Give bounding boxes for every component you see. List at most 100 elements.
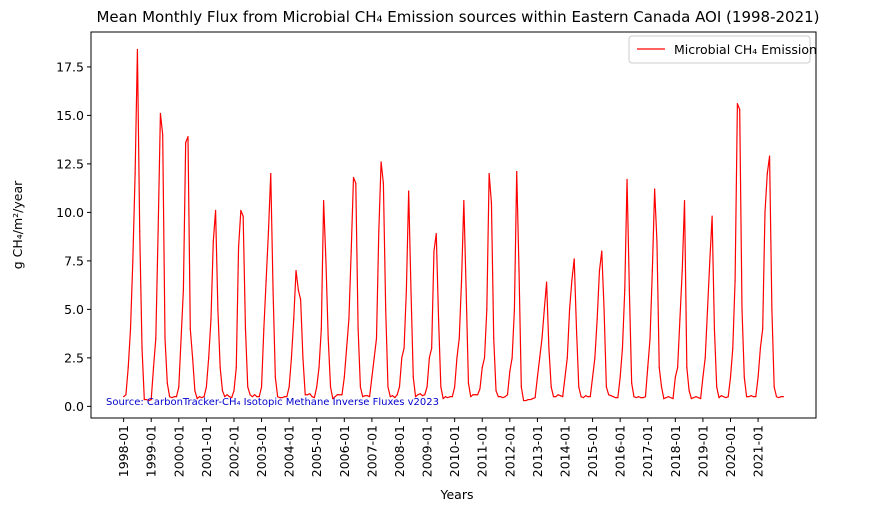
- data-point: [679, 318, 681, 320]
- data-point: [520, 386, 522, 388]
- x-tick-label: 2000-01: [171, 425, 186, 477]
- data-point: [695, 396, 697, 398]
- data-point: [378, 231, 380, 233]
- data-point: [311, 396, 313, 398]
- data-point: [513, 308, 516, 310]
- data-point: [394, 397, 396, 399]
- data-point: [697, 397, 699, 399]
- data-point: [693, 397, 695, 399]
- data-point: [490, 202, 493, 204]
- data-point: [129, 328, 132, 330]
- data-point: [309, 393, 311, 395]
- data-point: [771, 308, 773, 310]
- x-tick-label: 2015-01: [585, 425, 600, 477]
- data-point: [405, 289, 407, 291]
- data-point: [260, 386, 263, 388]
- data-point: [159, 112, 162, 115]
- y-tick-label: 5.0: [64, 302, 84, 317]
- data-point: [594, 357, 596, 359]
- data-point: [123, 396, 125, 398]
- data-point: [277, 396, 279, 398]
- data-point: [633, 396, 635, 398]
- data-point: [185, 141, 187, 144]
- data-point: [212, 240, 214, 243]
- data-point: [320, 328, 322, 330]
- data-point: [428, 357, 430, 359]
- data-point: [339, 394, 341, 396]
- data-point: [677, 366, 679, 369]
- y-tick-label: 12.5: [56, 156, 84, 171]
- data-point: [389, 396, 391, 398]
- data-point: [635, 397, 637, 399]
- data-point: [734, 279, 736, 281]
- data-point: [479, 388, 481, 390]
- data-point: [674, 376, 676, 378]
- data-point: [582, 397, 584, 399]
- data-point: [148, 399, 150, 402]
- data-point: [442, 398, 444, 400]
- data-point: [385, 308, 387, 310]
- data-point: [762, 328, 764, 330]
- data-point: [150, 398, 152, 401]
- data-point: [704, 357, 706, 359]
- data-point: [732, 347, 734, 349]
- data-point: [403, 347, 405, 349]
- data-point: [477, 394, 479, 396]
- data-point: [780, 396, 782, 398]
- data-point: [727, 396, 729, 398]
- data-point: [146, 398, 148, 401]
- data-point: [723, 396, 725, 398]
- data-point: [437, 318, 440, 320]
- y-axis: 0.0 2.5 5.0 7.5 10.0 12.5 15.0 17.5: [56, 59, 91, 414]
- data-point: [162, 134, 164, 136]
- data-point: [205, 386, 207, 388]
- data-point: [270, 173, 272, 175]
- data-point: [139, 231, 141, 233]
- legend: Microbial CH₄ Emission: [628, 35, 817, 64]
- data-point: [382, 182, 384, 184]
- data-point: [433, 250, 435, 252]
- data-point: [447, 397, 449, 399]
- data-point: [295, 269, 297, 272]
- data-point: [458, 337, 460, 340]
- data-point: [736, 103, 739, 105]
- data-point: [398, 386, 401, 388]
- data-point: [198, 396, 201, 398]
- data-point: [709, 260, 711, 262]
- data-point: [350, 250, 352, 252]
- data-point: [525, 399, 527, 402]
- data-point: [152, 366, 155, 369]
- data-point: [683, 200, 686, 202]
- data-point: [456, 357, 458, 359]
- data-point: [745, 396, 748, 398]
- data-point: [191, 357, 194, 359]
- data-point: [642, 397, 644, 399]
- data-point: [504, 396, 506, 398]
- data-point: [686, 366, 688, 369]
- data-point: [444, 396, 447, 398]
- data-point: [242, 215, 244, 217]
- data-point: [497, 396, 499, 398]
- data-point: [293, 318, 295, 320]
- data-point: [506, 394, 509, 396]
- data-point: [421, 395, 424, 397]
- data-point: [591, 376, 594, 378]
- data-point: [196, 398, 198, 400]
- data-point: [573, 258, 575, 260]
- data-point: [463, 200, 465, 202]
- data-point: [718, 397, 720, 399]
- data-point: [486, 308, 488, 310]
- data-point: [359, 386, 361, 388]
- data-point: [316, 386, 318, 388]
- legend-box: [628, 35, 811, 64]
- data-point: [408, 190, 410, 192]
- data-point: [208, 357, 210, 359]
- data-point: [256, 396, 258, 398]
- data-point: [688, 390, 690, 392]
- data-point: [628, 289, 630, 291]
- x-tick-label: 2011-01: [475, 425, 490, 477]
- data-point: [178, 386, 180, 388]
- data-point: [173, 396, 175, 398]
- x-tick-label: 2002-01: [226, 425, 241, 477]
- data-point: [713, 328, 716, 330]
